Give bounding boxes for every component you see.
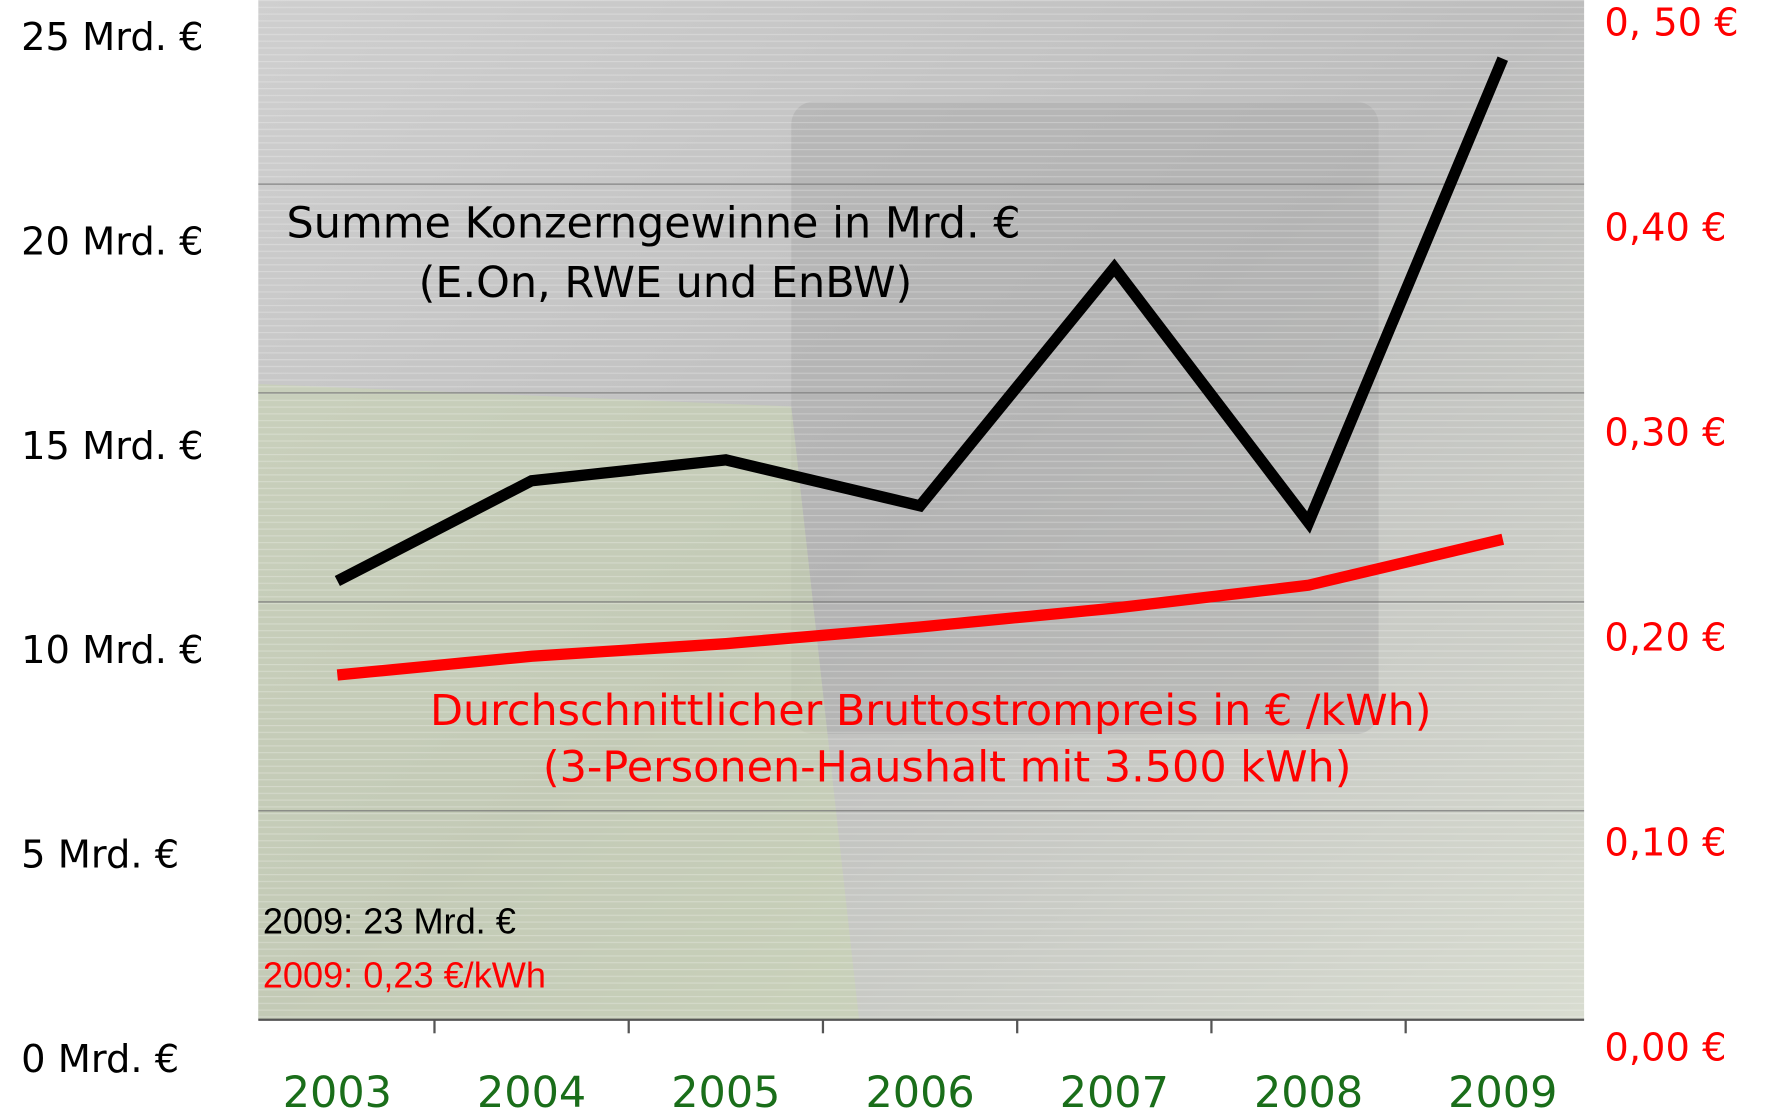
x-tick-label: 2009 — [1448, 1068, 1557, 1118]
y2-tick-label: 0,10 € — [1604, 821, 1726, 866]
y2-tick-label: 0,00 € — [1604, 1026, 1726, 1071]
y2-tick-label: 0, 50 € — [1604, 0, 1738, 45]
series-title: Durchschnittlicher Bruttostrompreis in €… — [430, 686, 1432, 736]
x-tick-label: 2005 — [671, 1068, 780, 1118]
annotation: 2009: 0,23 €/kWh — [263, 955, 546, 996]
x-tick-label: 2007 — [1060, 1068, 1169, 1118]
x-tick-label: 2006 — [865, 1068, 974, 1118]
y-tick-label: 0 Mrd. € — [21, 1037, 179, 1082]
y2-tick-label: 0,20 € — [1604, 616, 1726, 661]
series-title: Summe Konzerngewinne in Mrd. € — [287, 198, 1021, 248]
x-tick-label: 2004 — [477, 1068, 586, 1118]
series-line — [336, 533, 1505, 681]
series-line — [334, 56, 1508, 587]
series-subtitle: (3-Personen-Haushalt mit 3.500 kWh) — [543, 743, 1352, 793]
x-tick-label: 2008 — [1254, 1068, 1363, 1118]
y-tick-label: 25 Mrd. € — [21, 15, 203, 60]
y-tick-label: 15 Mrd. € — [21, 424, 203, 469]
annotation: 2009: 23 Mrd. € — [263, 900, 516, 941]
series-subtitle: (E.On, RWE und EnBW) — [419, 258, 913, 308]
y-tick-label: 10 Mrd. € — [21, 628, 203, 673]
y2-tick-label: 0,30 € — [1604, 411, 1726, 456]
y-tick-label: 5 Mrd. € — [21, 833, 179, 878]
y-tick-label: 20 Mrd. € — [21, 219, 203, 264]
y2-tick-label: 0,40 € — [1604, 205, 1726, 250]
x-tick-label: 2003 — [283, 1068, 392, 1118]
